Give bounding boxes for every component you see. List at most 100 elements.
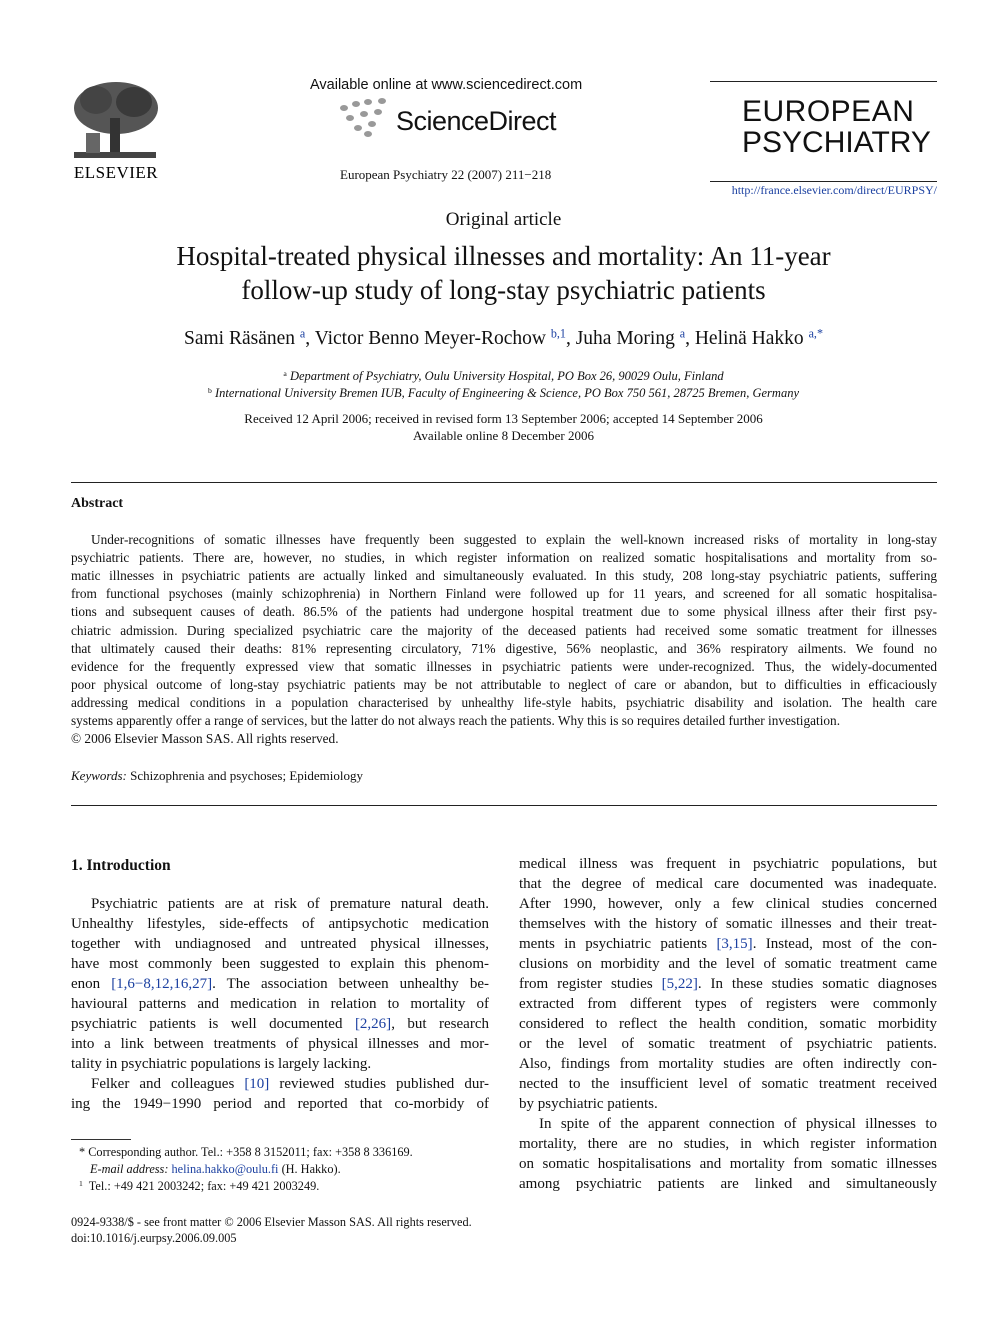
citation[interactable]: [5,22] bbox=[661, 976, 698, 992]
affiliation-text: Department of Psychiatry, Oulu Universit… bbox=[289, 369, 724, 383]
publisher-logo: ELSEVIER bbox=[74, 82, 158, 182]
body-line: After 1990, however, only a few clinical… bbox=[519, 896, 937, 912]
abstract-line: Under-recognitions of somatic illnesses … bbox=[91, 532, 937, 547]
abstract-line: © 2006 Elsevier Masson SAS. All rights r… bbox=[71, 731, 339, 747]
footnote-mark: 1 bbox=[79, 1178, 83, 1188]
abstract-line: evidence for the frequently expressed vi… bbox=[71, 658, 937, 674]
body-line: nected to the insufficient level of soma… bbox=[519, 1076, 937, 1092]
footnote-text: Corresponding author. Tel.: +358 8 31520… bbox=[88, 1145, 413, 1159]
body-line: In spite of the apparent connection of p… bbox=[539, 1116, 937, 1132]
abstract-line: matic illnesses in psychiatric patients … bbox=[71, 568, 937, 584]
abstract-line: tions and subsequent causes of death. 86… bbox=[71, 604, 937, 620]
body-line: medical illness was frequent in psychiat… bbox=[519, 856, 937, 872]
body-line: Unhealthy lifestyles, side-effects of an… bbox=[71, 916, 489, 932]
author-mark: a bbox=[679, 326, 686, 341]
sciencedirect-dots bbox=[340, 98, 386, 137]
footnote-mark: * bbox=[79, 1145, 86, 1159]
keywords-label: Keywords: bbox=[71, 768, 127, 783]
footer-line: 0924-9338/$ - see front matter © 2006 El… bbox=[71, 1215, 472, 1229]
author-name: Sami Räsänen bbox=[184, 328, 296, 349]
body-line: themselves with the history of somatic i… bbox=[519, 916, 937, 932]
keywords: Keywords: Schizophrenia and psychoses; E… bbox=[71, 768, 363, 784]
author-name: Helinä Hakko bbox=[694, 328, 804, 349]
body-line: among psychiatric patients are linked an… bbox=[519, 1176, 937, 1192]
abstract-line: psychiatric patients. There are, however… bbox=[71, 550, 937, 566]
author-separator: , bbox=[685, 328, 690, 349]
citation[interactable]: [2,26] bbox=[354, 1016, 392, 1032]
header-rule bbox=[710, 81, 937, 82]
body-line: into a link between treatments of physic… bbox=[71, 1036, 489, 1052]
dates-line: Received 12 April 2006; received in revi… bbox=[244, 411, 763, 426]
citation[interactable]: [10] bbox=[244, 1076, 270, 1092]
body-line: on somatic hospitalisations and mortalit… bbox=[519, 1156, 937, 1172]
body-line: extracted from different types of regist… bbox=[519, 996, 937, 1012]
body-line: ments in psychiatric patients [3,15]. In… bbox=[519, 936, 937, 952]
author-mark: b,1 bbox=[550, 326, 566, 341]
body-line: enon [1,6−8,12,16,27]. The association b… bbox=[71, 976, 489, 992]
author-list: Sami Räsänen a, Victor Benno Meyer-Rocho… bbox=[0, 326, 992, 350]
affiliation-list: a Department of Psychiatry, Oulu Univers… bbox=[0, 368, 992, 402]
footnote: E-mail address: helina.hakko@oulu.fi (H.… bbox=[90, 1162, 341, 1177]
affiliation-mark: a bbox=[283, 368, 287, 378]
journal-url[interactable]: http://france.elsevier.com/direct/EURPSY… bbox=[731, 183, 937, 197]
available-online: Available online at www.sciencedirect.co… bbox=[310, 77, 583, 93]
abstract-line: addressing medical conditions in a popul… bbox=[71, 694, 937, 710]
title-line: Hospital-treated physical illnesses and … bbox=[176, 241, 831, 271]
abstract-line: from functional psychoses (mainly schizo… bbox=[71, 586, 937, 602]
footer-line: doi:10.1016/j.eurpsy.2006.09.005 bbox=[71, 1231, 237, 1245]
body-line: psychiatric patients is well documented … bbox=[71, 1016, 489, 1032]
email-address[interactable]: helina.hakko@oulu.fi bbox=[171, 1162, 279, 1176]
footnote-text: (H. Hakko). bbox=[281, 1162, 341, 1176]
body-line: ing the 1949−1990 period and reported th… bbox=[71, 1096, 489, 1112]
author-mark: a,* bbox=[808, 326, 823, 341]
footnote: * Corresponding author. Tel.: +358 8 315… bbox=[79, 1145, 413, 1160]
author-separator: , bbox=[565, 328, 571, 349]
abstract-line: chiatric admission. During specialized p… bbox=[71, 622, 937, 638]
journal-name-line: PSYCHIATRY bbox=[742, 126, 931, 159]
affiliation: a Department of Psychiatry, Oulu Univers… bbox=[15, 368, 992, 385]
body-line: by psychiatric patients. bbox=[519, 1096, 658, 1112]
author-mark: a bbox=[299, 326, 306, 341]
journal-ref: European Psychiatry 22 (2007) 211−218 bbox=[340, 167, 552, 182]
logo-tree bbox=[74, 82, 158, 158]
abstract-line: poor physical outcome of long-stay psych… bbox=[71, 676, 937, 692]
author-name: Juha Moring bbox=[575, 328, 675, 349]
footnote-text: Tel.: +49 421 2003242; fax: +49 421 2003… bbox=[88, 1179, 320, 1193]
abstract-rule bbox=[71, 482, 937, 483]
brand: ScienceDirect bbox=[396, 106, 557, 136]
body-line: tality in psychiatric populations is lar… bbox=[71, 1056, 372, 1072]
body-line: Felker and colleagues [10] reviewed stud… bbox=[91, 1076, 490, 1092]
citation[interactable]: [3,15] bbox=[716, 936, 753, 952]
publisher-name: ELSEVIER bbox=[74, 163, 158, 182]
footnote-rule bbox=[71, 1139, 131, 1140]
author-name: Victor Benno Meyer-Rochow bbox=[314, 328, 546, 349]
header-rule bbox=[710, 181, 937, 182]
body-line: clusions on morbidity and the level of s… bbox=[519, 956, 937, 972]
body-line: together with undiagnosed and untreated … bbox=[71, 936, 489, 952]
body-line: that the degree of medical care document… bbox=[519, 876, 937, 892]
body-line: havioural patterns and medication in rel… bbox=[71, 996, 489, 1012]
body-line: Also, findings from mortality studies ar… bbox=[519, 1056, 937, 1072]
affiliation-text: International University Bremen IUB, Fac… bbox=[215, 386, 799, 400]
article-type: Original article bbox=[445, 209, 562, 230]
affiliation: b International University Bremen IUB, F… bbox=[15, 385, 992, 402]
body-line: have most commonly been suggested to exp… bbox=[71, 956, 489, 972]
abstract-heading: Abstract bbox=[71, 496, 124, 511]
citation[interactable]: [1,6−8,12,16,27] bbox=[111, 976, 213, 992]
section-heading: 1. Introduction bbox=[71, 857, 171, 874]
keywords-text: Schizophrenia and psychoses; Epidemiolog… bbox=[130, 768, 363, 783]
body-line: from register studies [5,22]. In these s… bbox=[519, 976, 937, 992]
body-line: considered to reflect the health conditi… bbox=[519, 1016, 937, 1032]
journal-name-line: EUROPEAN bbox=[742, 95, 915, 128]
abstract-line: systems apparently offer a range of serv… bbox=[71, 713, 841, 728]
author-separator: , bbox=[305, 328, 311, 349]
body-line: or the level of somatic treatment of psy… bbox=[519, 1036, 937, 1052]
body-line: Psychiatric patients are at risk of prem… bbox=[91, 896, 489, 912]
email-label: E-mail address: bbox=[90, 1162, 169, 1176]
dates-line: Available online 8 December 2006 bbox=[413, 428, 594, 443]
footnote: 1 Tel.: +49 421 2003242; fax: +49 421 20… bbox=[79, 1179, 319, 1194]
abstract-rule bbox=[71, 805, 937, 806]
title-line: follow-up study of long-stay psychiatric… bbox=[241, 275, 766, 305]
